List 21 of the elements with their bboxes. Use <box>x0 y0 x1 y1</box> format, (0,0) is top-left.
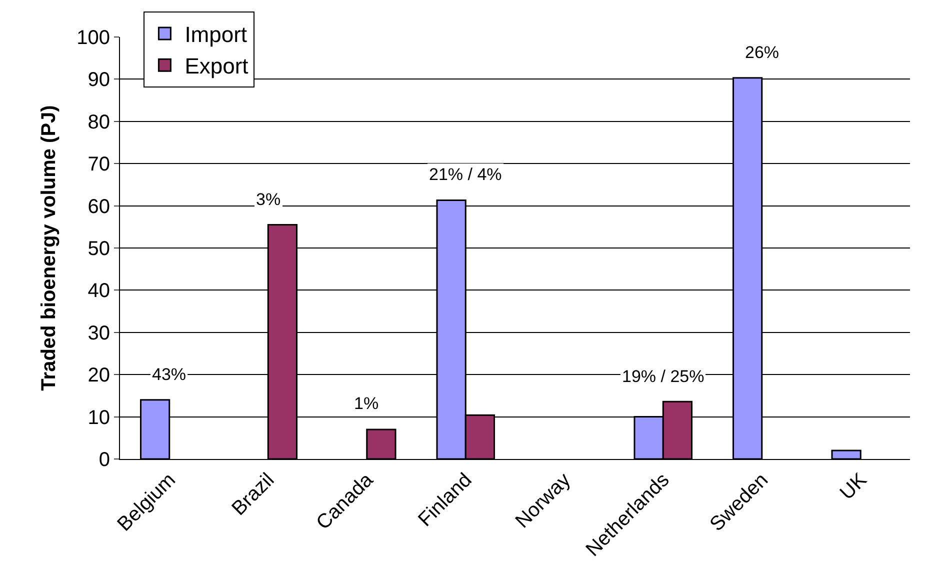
y-tick-label: 50 <box>88 238 110 260</box>
annotation: 1% <box>354 394 379 413</box>
annotation: 26% <box>745 43 780 62</box>
annotation: 19% / 25% <box>622 367 704 386</box>
y-tick-label: 30 <box>88 322 110 344</box>
legend-label: Import <box>184 22 248 48</box>
y-tick-label: 0 <box>98 449 110 471</box>
y-tick-label: 100 <box>76 27 110 49</box>
y-tick-label: 80 <box>88 111 110 134</box>
y-tick-label: 70 <box>88 154 110 176</box>
y-tick-label: 90 <box>88 69 110 92</box>
y-tick-label: 20 <box>88 364 110 387</box>
y-axis-title: Traded bioenergy volume (PJ) <box>38 105 60 391</box>
legend-label: Export <box>184 54 248 79</box>
annotation: 3% <box>256 190 281 209</box>
annotation: 21% / 4% <box>429 165 502 184</box>
y-tick-label: 10 <box>88 406 110 429</box>
y-tick-label: 60 <box>88 196 110 218</box>
annotation: 43% <box>152 365 186 384</box>
y-tick-label: 40 <box>88 280 110 302</box>
x-tick-label: UK <box>836 468 872 504</box>
